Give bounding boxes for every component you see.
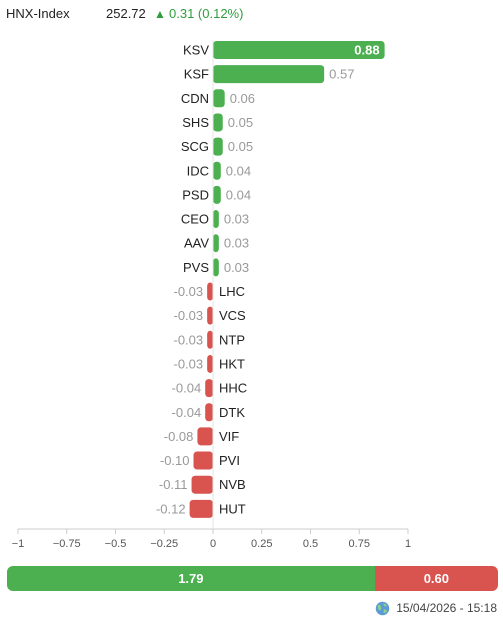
bar-vif	[197, 427, 213, 446]
value-label-ceo: 0.03	[224, 212, 249, 227]
summary-positive-segment: 1.79	[7, 566, 375, 591]
value-label-vcs: -0.03	[174, 308, 204, 323]
x-tick-label: 0.75	[349, 538, 370, 550]
summary-bar: 1.79 0.60	[7, 566, 498, 591]
summary-negative-segment: 0.60	[374, 566, 498, 591]
bar-ksv	[213, 41, 385, 59]
index-change: 0.31 (0.12%)	[169, 6, 244, 21]
contribution-bar-chart: 0.88 KSV 0.57 KSF 0.06 CDN 0.05 SHS 0.05 SCG 0.04 I…	[12, 40, 411, 550]
category-label-aav: AAV	[184, 236, 209, 251]
x-tick-label: 0.25	[251, 538, 272, 550]
bar-shs	[213, 113, 223, 132]
value-label-nvb: -0.11	[159, 477, 188, 492]
value-label-psd: 0.04	[226, 187, 251, 202]
category-label-vcs: VCS	[219, 308, 246, 323]
value-label-ntp: -0.03	[174, 332, 204, 347]
value-label-idc: 0.04	[226, 163, 251, 178]
category-label-hkt: HKT	[219, 356, 245, 371]
summary-negative-label: 0.60	[423, 571, 450, 586]
x-tick-label: −0.25	[150, 538, 178, 550]
category-label-idc: IDC	[187, 163, 209, 178]
globe-icon	[375, 601, 390, 615]
bar-vcs	[207, 306, 213, 325]
category-label-lhc: LHC	[219, 284, 245, 299]
bar-hkt	[207, 354, 213, 373]
bar-cdn	[213, 89, 225, 108]
value-label-vif: -0.08	[164, 429, 194, 444]
category-label-ntp: NTP	[219, 332, 245, 347]
timestamp: 15/04/2026 - 15:18	[396, 601, 497, 615]
value-label-ksf: 0.57	[329, 67, 354, 82]
bar-idc	[213, 161, 221, 180]
value-label-cdn: 0.06	[230, 91, 255, 106]
category-label-vif: VIF	[219, 429, 239, 444]
value-label-hut: -0.12	[156, 501, 186, 516]
value-label-scg: 0.05	[228, 139, 253, 154]
category-label-pvi: PVI	[219, 453, 240, 468]
bar-hut	[189, 499, 213, 518]
value-label-ksv: 0.88	[354, 43, 379, 58]
category-label-ceo: CEO	[181, 212, 209, 227]
bar-aav	[213, 234, 219, 253]
category-label-cdn: CDN	[181, 91, 209, 106]
index-name: HNX-Index	[6, 6, 70, 21]
summary-positive-label: 1.79	[178, 571, 204, 586]
value-label-aav: 0.03	[224, 236, 249, 251]
category-label-psd: PSD	[182, 187, 209, 202]
category-label-scg: SCG	[181, 139, 209, 154]
category-label-dtk: DTK	[219, 405, 245, 420]
index-value: 252.72	[106, 6, 146, 21]
category-label-hut: HUT	[219, 501, 246, 516]
category-label-shs: SHS	[182, 115, 209, 130]
up-arrow-icon: ▲	[154, 7, 166, 21]
bar-ksf	[213, 65, 325, 84]
category-label-pvs: PVS	[183, 260, 209, 275]
bar-ceo	[213, 210, 219, 229]
bar-nvb	[191, 475, 213, 494]
category-label-nvb: NVB	[219, 477, 246, 492]
bar-dtk	[205, 403, 213, 422]
value-label-lhc: -0.03	[174, 284, 204, 299]
value-label-pvs: 0.03	[224, 260, 249, 275]
category-label-ksf: KSF	[184, 67, 209, 82]
x-tick-label: 1	[405, 538, 411, 550]
x-tick-label: 0.5	[303, 538, 318, 550]
bar-psd	[213, 185, 221, 204]
x-tick-label: −0.75	[53, 538, 81, 550]
x-tick-label: 0	[210, 538, 216, 550]
bar-scg	[213, 137, 223, 156]
footer: 15/04/2026 - 15:18	[375, 600, 497, 616]
value-label-hhc: -0.04	[172, 381, 202, 396]
bar-pvi	[193, 451, 213, 470]
value-label-shs: 0.05	[228, 115, 253, 130]
x-tick-label: −0.5	[105, 538, 127, 550]
value-label-dtk: -0.04	[172, 405, 202, 420]
bar-pvs	[213, 258, 219, 277]
value-label-hkt: -0.03	[174, 356, 204, 371]
bar-ntp	[207, 330, 213, 349]
x-tick-label: −1	[12, 538, 25, 550]
category-label-hhc: HHC	[219, 381, 247, 396]
bar-lhc	[207, 282, 213, 301]
bar-hhc	[205, 379, 213, 398]
category-label-ksv: KSV	[183, 43, 209, 58]
value-label-pvi: -0.10	[160, 453, 190, 468]
